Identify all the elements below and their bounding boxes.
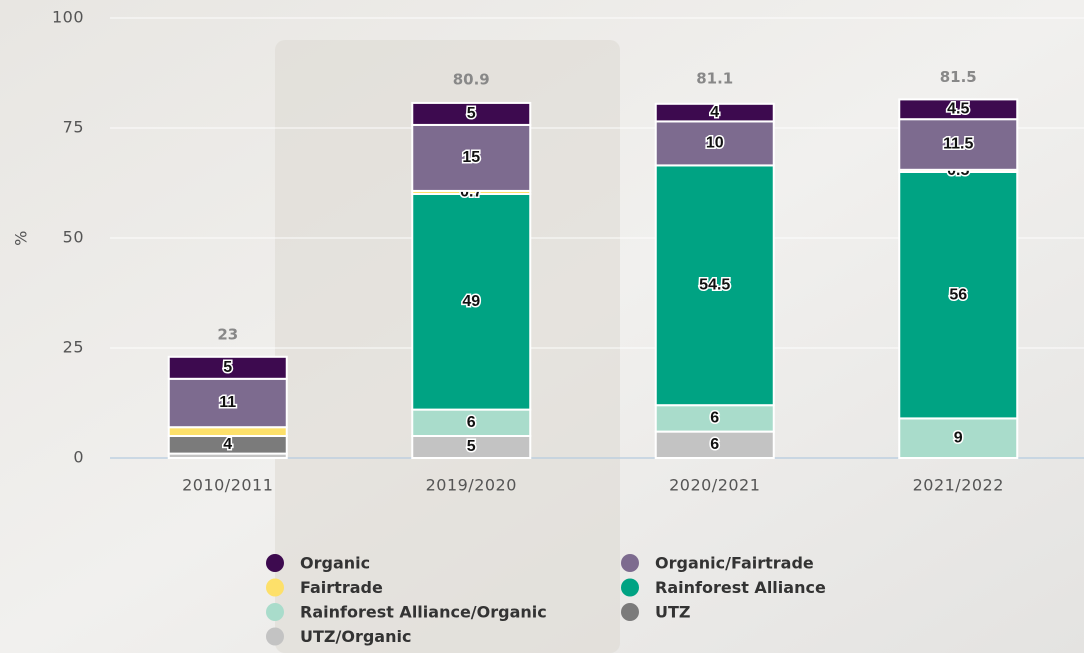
y-tick-label: 50 bbox=[63, 228, 84, 247]
bar-segment bbox=[654, 164, 775, 407]
legend-marker bbox=[621, 554, 639, 572]
x-tick-label: 2019/2020 bbox=[426, 476, 517, 495]
data-label: 56 bbox=[949, 286, 967, 303]
bar-segment bbox=[411, 123, 532, 192]
bar-segment bbox=[411, 101, 532, 126]
bar-segment bbox=[898, 417, 1019, 459]
legend-marker bbox=[266, 554, 284, 572]
data-label: 6 bbox=[467, 414, 476, 431]
bar-segment bbox=[654, 404, 775, 433]
y-tick-label: 100 bbox=[52, 8, 84, 27]
x-tick-label: 2021/2022 bbox=[913, 476, 1004, 495]
x-tick-label: 2020/2021 bbox=[669, 476, 760, 495]
bar-segment bbox=[898, 98, 1019, 121]
legend-label: Organic/Fairtrade bbox=[655, 554, 814, 573]
data-label: 11.5 bbox=[943, 136, 973, 153]
y-axis-label: % bbox=[12, 230, 31, 246]
legend-marker bbox=[621, 603, 639, 621]
total-label: 81.1 bbox=[696, 70, 733, 88]
bar-segment bbox=[411, 408, 532, 438]
data-label: 4.5 bbox=[947, 101, 969, 118]
x-tick-label: 2010/2011 bbox=[182, 476, 273, 495]
bar-segment bbox=[167, 355, 288, 380]
bar-segment bbox=[167, 426, 288, 438]
y-tick-label: 25 bbox=[63, 338, 84, 357]
total-label: 80.9 bbox=[453, 71, 490, 89]
bar-segment bbox=[898, 171, 1019, 420]
legend-label: Rainforest Alliance/Organic bbox=[300, 603, 547, 622]
total-label: 81.5 bbox=[940, 68, 977, 86]
data-label: 5 bbox=[223, 359, 232, 376]
data-label: 4 bbox=[710, 104, 719, 121]
data-label: 6 bbox=[710, 410, 719, 427]
legend-label: Fairtrade bbox=[300, 578, 383, 597]
data-label: 10 bbox=[706, 135, 724, 152]
legend-marker bbox=[266, 627, 284, 646]
bar-segment bbox=[654, 120, 775, 167]
y-tick-label: 0 bbox=[73, 448, 84, 467]
data-label: 4 bbox=[223, 436, 232, 453]
total-label: 23 bbox=[217, 325, 238, 343]
data-label: 9 bbox=[954, 429, 963, 446]
data-label: 5 bbox=[467, 438, 476, 455]
legend-label: UTZ/Organic bbox=[300, 627, 411, 646]
data-label: 11 bbox=[219, 394, 236, 411]
legend-marker bbox=[621, 578, 639, 597]
data-label: 6 bbox=[710, 436, 719, 453]
legend-marker bbox=[266, 603, 284, 621]
legend-marker bbox=[266, 578, 284, 597]
bar-segment bbox=[654, 102, 775, 123]
legend-label: Organic bbox=[300, 554, 370, 573]
y-tick-label: 75 bbox=[63, 118, 84, 137]
data-label: 5 bbox=[467, 105, 476, 122]
legend-label: Rainforest Alliance bbox=[655, 578, 826, 597]
bar-segment bbox=[411, 193, 532, 411]
legend-label: UTZ bbox=[655, 603, 691, 622]
data-label: 49 bbox=[462, 293, 480, 310]
data-label: 15 bbox=[462, 149, 480, 166]
data-label: 54.5 bbox=[699, 277, 730, 294]
